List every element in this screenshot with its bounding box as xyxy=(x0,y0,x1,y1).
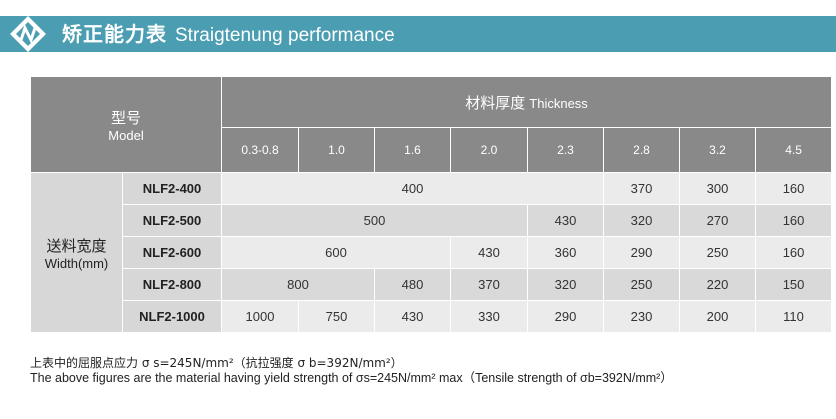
thickness-col: 1.6 xyxy=(374,127,452,173)
table-cell: 220 xyxy=(679,268,757,301)
model-cell: NLF2-600 xyxy=(121,236,223,269)
page-title-cn: 矫正能力表 xyxy=(62,22,167,46)
model-cell: NLF2-500 xyxy=(121,204,223,237)
thickness-col: 2.8 xyxy=(603,127,681,173)
table-cell: 320 xyxy=(603,204,681,237)
page-title: 矫正能力表 Straigtenung performance xyxy=(62,16,395,52)
model-cell: NLF2-1000 xyxy=(121,300,223,333)
table-cell: 480 xyxy=(374,268,452,301)
model-cell: NLF2-800 xyxy=(121,268,223,301)
width-header-cn: 送料宽度 xyxy=(46,236,107,255)
width-header-en: Width(mm) xyxy=(44,255,109,271)
table-cell: 1000 xyxy=(221,300,300,333)
thickness-col: 1.0 xyxy=(298,127,376,173)
table-cell: 360 xyxy=(527,236,605,269)
performance-table: 型号 Model 材料厚度 Thickness 0.3-0.8 1.0 1.6 2… xyxy=(29,76,833,333)
thickness-col: 2.3 xyxy=(527,127,605,173)
thickness-col: 0.3-0.8 xyxy=(221,127,300,173)
table-cell: 160 xyxy=(755,204,833,237)
table-cell: 250 xyxy=(603,268,681,301)
model-cell: NLF2-400 xyxy=(121,172,223,205)
table-cell: 160 xyxy=(755,236,833,269)
table-cell: 150 xyxy=(755,268,833,301)
model-header-cn: 型号 xyxy=(111,108,142,127)
logo-icon xyxy=(10,16,46,52)
table-cell: 160 xyxy=(755,172,833,205)
table-cell: 430 xyxy=(374,300,452,333)
footnote: 上表中的屈服点应力 σ s=245N/mm²（抗拉强度 σ b=392N/mm²… xyxy=(30,356,830,386)
table-cell: 270 xyxy=(679,204,757,237)
thickness-header: 材料厚度 Thickness xyxy=(221,76,833,128)
table-cell: 110 xyxy=(755,300,833,333)
footnote-en: The above figures are the material havin… xyxy=(30,371,673,385)
model-header: 型号 Model xyxy=(29,76,223,173)
table-cell: 320 xyxy=(527,268,605,301)
table-row: 送料宽度 Width(mm) NLF2-400 400 370 300 160 xyxy=(30,172,833,333)
table-row: NLF2-800 800 480 370 320 250 220 150 xyxy=(31,268,833,301)
table-cell: 800 xyxy=(221,268,376,301)
table-cell: 500 xyxy=(221,204,529,237)
table-cell: 300 xyxy=(679,172,757,205)
thickness-header-cn: 材料厚度 xyxy=(465,93,526,112)
header-band xyxy=(0,16,836,52)
table-cell: 370 xyxy=(603,172,681,205)
table-row: NLF2-1000 1000 750 430 330 290 230 200 1… xyxy=(31,300,833,333)
width-header: 送料宽度 Width(mm) xyxy=(30,172,123,333)
table-cell: 430 xyxy=(450,236,529,269)
table-cell: 430 xyxy=(527,204,605,237)
table-cell: 230 xyxy=(603,300,681,333)
thickness-col: 3.2 xyxy=(679,127,757,173)
table-cell: 200 xyxy=(679,300,757,333)
table-row: NLF2-600 600 430 360 290 250 160 xyxy=(31,236,833,269)
thickness-header-en: Thickness xyxy=(529,95,588,111)
model-header-en: Model xyxy=(108,127,144,143)
thickness-col: 4.5 xyxy=(755,127,833,173)
table-cell: 400 xyxy=(221,172,605,205)
table-cell: 290 xyxy=(527,300,605,333)
table-cell: 750 xyxy=(298,300,376,333)
page-title-en: Straigtenung performance xyxy=(175,25,395,46)
table-cell: 370 xyxy=(450,268,529,301)
table-cell: 600 xyxy=(221,236,452,269)
table-cell: 250 xyxy=(679,236,757,269)
footnote-cn: 上表中的屈服点应力 σ s=245N/mm²（抗拉强度 σ b=392N/mm²… xyxy=(30,356,403,370)
table-row: NLF2-500 500 430 320 270 160 xyxy=(31,204,833,237)
thickness-col: 2.0 xyxy=(450,127,529,173)
table-cell: 330 xyxy=(450,300,529,333)
table-cell: 290 xyxy=(603,236,681,269)
